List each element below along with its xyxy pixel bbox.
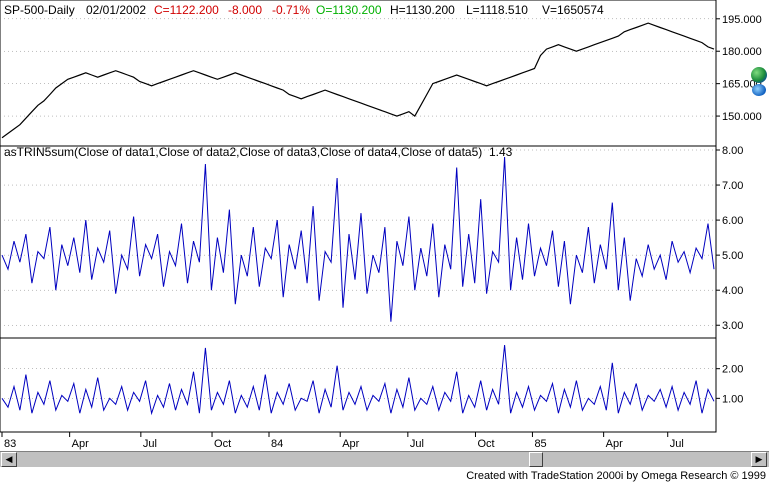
change-value: -8.000 bbox=[228, 3, 263, 17]
indicator-name: asTRIN5sum(Close of data1,Close of data2… bbox=[4, 145, 483, 159]
indicator-title: asTRIN5sum(Close of data1,Close of data2… bbox=[4, 145, 512, 159]
horizontal-scrollbar[interactable]: ◀ ▶ bbox=[0, 451, 769, 467]
y-tick-label: 6.00 bbox=[722, 215, 743, 227]
credit-text: Created with TradeStation 2000i by Omega… bbox=[466, 470, 766, 482]
low-value: L=1118.510 bbox=[466, 3, 528, 17]
scroll-left-button[interactable]: ◀ bbox=[1, 452, 17, 467]
x-tick-label: 85 bbox=[534, 438, 546, 450]
y-tick-label: 3.00 bbox=[722, 320, 743, 332]
scroll-right-button[interactable]: ▶ bbox=[751, 452, 767, 467]
y-tick-label: 180.000 bbox=[722, 46, 762, 58]
x-tick-label: Jul bbox=[410, 438, 424, 450]
y-tick-label: 5.00 bbox=[722, 250, 743, 262]
y-tick-label: 4.00 bbox=[722, 285, 743, 297]
x-tick-label: Apr bbox=[72, 438, 89, 450]
close-value: C=1122.200 bbox=[154, 3, 219, 17]
volume-value: V=1650574 bbox=[542, 3, 604, 17]
x-tick-label: Oct bbox=[214, 438, 231, 450]
price-axis: 195.000 180.000 165.000 150.000 bbox=[0, 14, 762, 123]
y-tick-label: 7.00 bbox=[722, 180, 743, 192]
indicator-axis: 8.00 7.00 6.00 5.00 4.00 3.00 bbox=[0, 145, 743, 332]
y-tick-label: 8.00 bbox=[722, 145, 743, 157]
plot-frame bbox=[0, 0, 717, 433]
x-tick-label: Apr bbox=[342, 438, 359, 450]
symbol-label: SP-500-Daily bbox=[4, 3, 75, 17]
globe-icon[interactable] bbox=[751, 67, 767, 83]
x-tick-label: Oct bbox=[477, 438, 494, 450]
x-tick-label: Jul bbox=[670, 438, 684, 450]
arrow-right-icon: ▶ bbox=[755, 454, 763, 464]
globe-icon-small bbox=[752, 84, 766, 96]
indicator-series-line bbox=[1, 156, 715, 322]
time-axis: 83 Apr Jul Oct 84 Apr Jul Oct 85 Apr Jul bbox=[1, 432, 684, 450]
y-tick-label: 2.00 bbox=[722, 364, 743, 376]
arrow-left-icon: ◀ bbox=[5, 454, 13, 464]
y-tick-label: 165.000 bbox=[722, 79, 762, 91]
indicator-value: 1.43 bbox=[488, 145, 513, 159]
trin-series-line bbox=[1, 344, 715, 416]
scroll-thumb[interactable] bbox=[529, 452, 543, 467]
price-series-line bbox=[1, 22, 715, 139]
y-tick-label: 1.00 bbox=[722, 393, 743, 405]
y-tick-label: 150.000 bbox=[722, 111, 762, 123]
pct-change-value: -0.71% bbox=[272, 3, 311, 17]
open-value: O=1130.200 bbox=[316, 3, 382, 17]
x-tick-label: 84 bbox=[271, 438, 283, 450]
high-value: H=1130.200 bbox=[390, 3, 455, 17]
x-tick-label: 83 bbox=[4, 438, 16, 450]
x-tick-label: Apr bbox=[606, 438, 623, 450]
y-tick-label: 195.000 bbox=[722, 14, 762, 26]
x-tick-label: Jul bbox=[143, 438, 157, 450]
date-label: 02/01/2002 bbox=[86, 3, 147, 17]
